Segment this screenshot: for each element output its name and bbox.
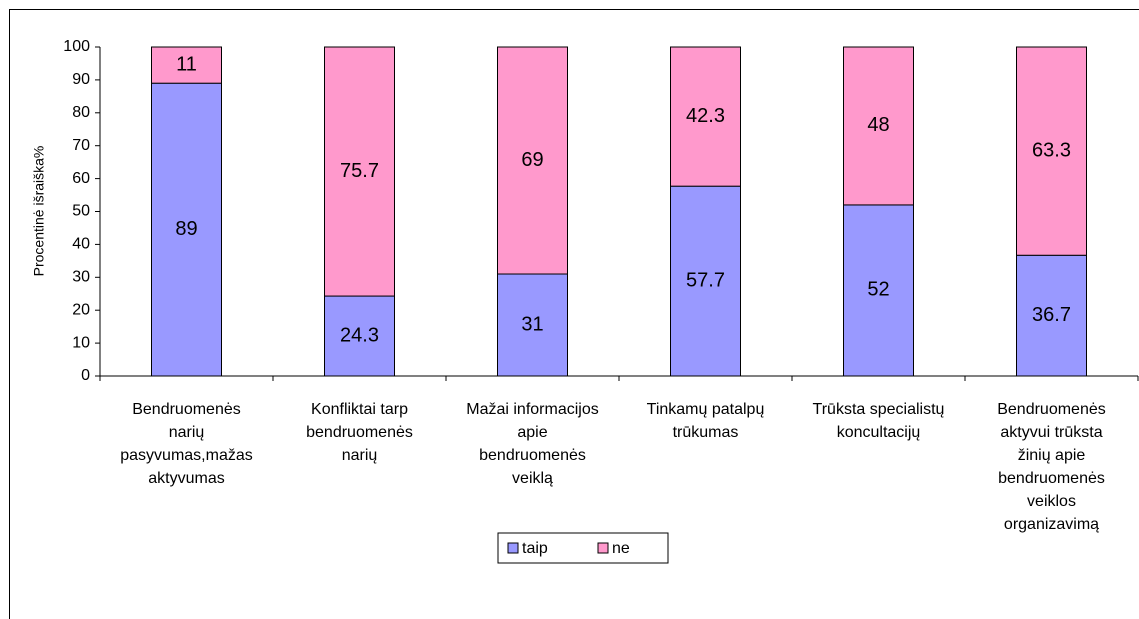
y-tick-label: 70 [72, 137, 90, 154]
x-tick-label: Trūksta specialistų koncultacijų [813, 401, 945, 441]
bar-segment [497, 273, 568, 377]
bar-segment [843, 46, 914, 206]
data-label: 75.7 [340, 160, 379, 182]
bar-segment [843, 204, 914, 377]
y-tick-label: 100 [63, 38, 90, 55]
bar-segment [151, 46, 222, 84]
legend-label: ne [612, 540, 630, 557]
y-tick-label: 40 [72, 236, 90, 253]
data-label: 31 [521, 313, 543, 335]
legend-swatch [507, 542, 519, 554]
legend-swatch [597, 542, 609, 554]
x-tick-label: Tinkamų patalpų trūkumas [647, 401, 765, 441]
y-tick-label: 90 [72, 71, 90, 88]
y-tick-label: 30 [72, 269, 90, 286]
x-tick-label: Bendruomenės aktyvui trūksta žinių apie ben… [997, 401, 1106, 533]
data-label: 42.3 [686, 105, 725, 127]
bar-segment [324, 295, 395, 377]
data-label: 69 [521, 149, 543, 171]
legend-box [497, 532, 669, 564]
data-label: 24.3 [340, 324, 379, 346]
data-label: 11 [176, 53, 197, 75]
chart-frame [9, 9, 1139, 619]
data-label: 52 [867, 279, 889, 301]
y-tick-label: 0 [81, 367, 90, 384]
bar-segment [497, 46, 568, 275]
bar-segment [1016, 254, 1087, 377]
y-tick-label: 50 [72, 203, 90, 220]
data-label: 89 [175, 218, 197, 240]
data-label: 63.3 [1032, 139, 1071, 161]
x-tick-label: Konfliktai tarp bendruomenės narių [306, 401, 413, 464]
y-tick-label: 80 [72, 104, 90, 121]
legend-label: taip [522, 540, 548, 557]
x-tick-label: Mažai informacijos apie bendruomenės veiklą [466, 401, 598, 487]
bar-segment [670, 46, 741, 187]
data-label: 36.7 [1032, 304, 1071, 326]
y-tick-label: 10 [72, 334, 90, 351]
y-axis-label: Procentinė išraiška% [31, 146, 47, 277]
y-tick-label: 60 [72, 170, 90, 187]
y-tick-label: 20 [72, 301, 90, 318]
x-tick-label: Bendruomenės narių pasyvumas,mažas aktyvuma… [120, 401, 253, 487]
data-label: 57.7 [686, 269, 725, 291]
bar-segment [324, 46, 395, 297]
data-label: 48 [867, 114, 889, 136]
bar-segment [1016, 46, 1087, 256]
